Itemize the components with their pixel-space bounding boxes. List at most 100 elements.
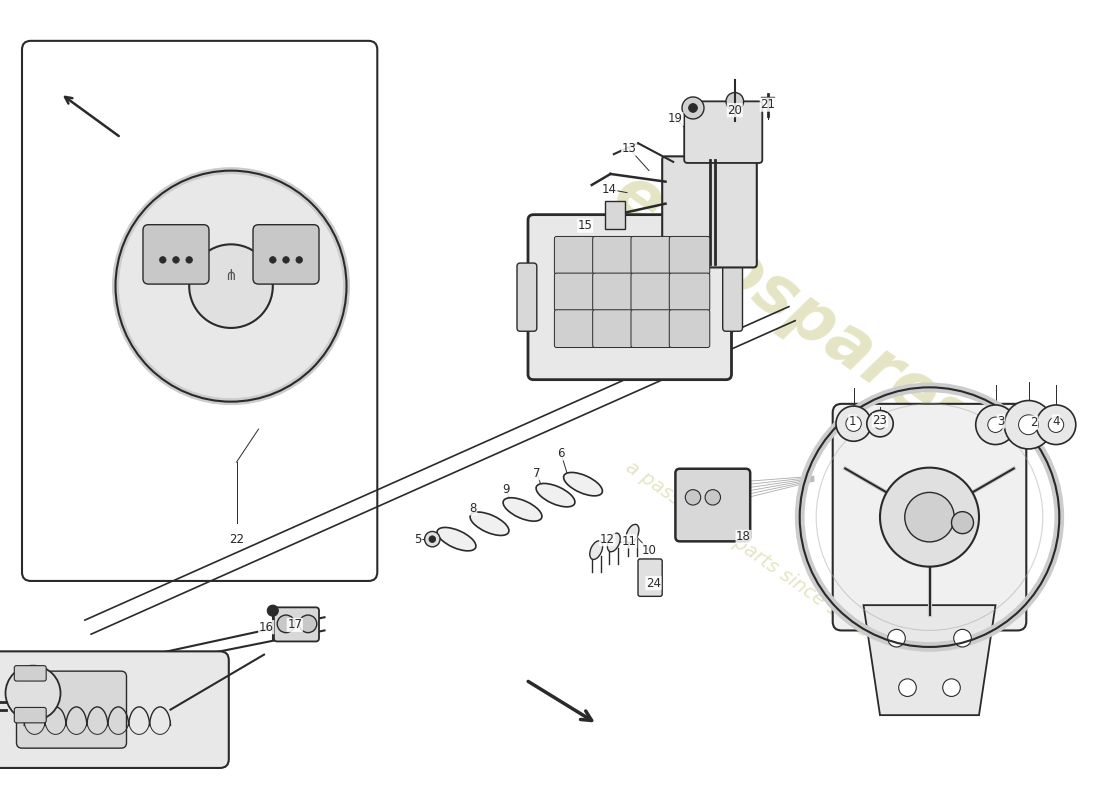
FancyBboxPatch shape — [554, 273, 595, 311]
Text: 1: 1 — [849, 415, 856, 428]
FancyBboxPatch shape — [0, 651, 229, 768]
Circle shape — [277, 615, 295, 633]
FancyBboxPatch shape — [22, 41, 377, 581]
Circle shape — [189, 244, 273, 328]
Bar — [605, 202, 625, 229]
Circle shape — [899, 679, 916, 697]
FancyBboxPatch shape — [631, 273, 671, 311]
Text: 2: 2 — [1031, 416, 1037, 429]
Circle shape — [888, 630, 905, 647]
Circle shape — [270, 257, 276, 263]
Circle shape — [836, 406, 871, 442]
Text: 11: 11 — [621, 535, 637, 548]
Circle shape — [1004, 401, 1053, 449]
Text: 16: 16 — [258, 621, 274, 634]
FancyBboxPatch shape — [675, 469, 750, 542]
Text: 5: 5 — [415, 533, 421, 546]
Circle shape — [846, 416, 861, 431]
FancyBboxPatch shape — [593, 273, 634, 311]
FancyBboxPatch shape — [593, 310, 634, 347]
Text: 20: 20 — [727, 104, 742, 117]
FancyBboxPatch shape — [554, 310, 595, 347]
Circle shape — [682, 97, 704, 119]
Circle shape — [283, 257, 289, 263]
Circle shape — [116, 170, 346, 402]
Circle shape — [186, 257, 192, 263]
Ellipse shape — [607, 533, 620, 552]
Circle shape — [880, 468, 979, 566]
Circle shape — [726, 93, 744, 110]
Text: 6: 6 — [558, 447, 564, 460]
Text: 12: 12 — [600, 533, 615, 546]
Text: 22: 22 — [229, 533, 244, 546]
Ellipse shape — [437, 527, 476, 551]
Circle shape — [1019, 415, 1038, 434]
Circle shape — [874, 418, 886, 429]
Circle shape — [988, 417, 1003, 433]
Text: ⋔: ⋔ — [224, 268, 238, 282]
FancyBboxPatch shape — [14, 707, 46, 723]
Circle shape — [160, 257, 166, 263]
FancyBboxPatch shape — [274, 607, 319, 642]
Text: 14: 14 — [602, 183, 617, 196]
Text: 7: 7 — [534, 466, 540, 480]
Ellipse shape — [626, 524, 639, 543]
Text: 22: 22 — [229, 533, 244, 546]
FancyBboxPatch shape — [528, 214, 732, 380]
Circle shape — [685, 490, 701, 505]
Circle shape — [689, 103, 697, 112]
Circle shape — [267, 605, 278, 616]
FancyBboxPatch shape — [638, 559, 662, 596]
Ellipse shape — [470, 512, 509, 535]
Ellipse shape — [563, 473, 603, 496]
Text: 18: 18 — [736, 530, 751, 543]
FancyBboxPatch shape — [669, 237, 710, 274]
Circle shape — [429, 536, 436, 542]
Text: 13: 13 — [621, 142, 637, 155]
Text: 8: 8 — [470, 502, 476, 515]
FancyBboxPatch shape — [833, 404, 1026, 630]
Text: 24: 24 — [646, 577, 661, 590]
FancyBboxPatch shape — [593, 237, 634, 274]
Text: 4: 4 — [1053, 415, 1059, 428]
Ellipse shape — [503, 498, 542, 521]
FancyBboxPatch shape — [14, 666, 46, 681]
FancyBboxPatch shape — [517, 263, 537, 331]
Circle shape — [1048, 417, 1064, 433]
Text: 23: 23 — [872, 414, 888, 427]
Text: 17: 17 — [287, 618, 303, 631]
Text: 21: 21 — [760, 98, 775, 111]
Circle shape — [296, 257, 303, 263]
Circle shape — [976, 405, 1015, 445]
Ellipse shape — [590, 541, 603, 559]
Circle shape — [6, 666, 60, 721]
Circle shape — [299, 615, 317, 633]
Text: a passion for parts since 1985: a passion for parts since 1985 — [621, 458, 874, 642]
Text: 15: 15 — [578, 219, 593, 232]
Circle shape — [904, 493, 955, 542]
Text: 10: 10 — [641, 544, 657, 557]
Circle shape — [954, 630, 971, 647]
Circle shape — [705, 490, 720, 505]
FancyBboxPatch shape — [631, 310, 671, 347]
Polygon shape — [864, 605, 996, 715]
FancyBboxPatch shape — [631, 237, 671, 274]
Text: 9: 9 — [503, 483, 509, 496]
Circle shape — [173, 257, 179, 263]
Text: 3: 3 — [998, 415, 1004, 428]
Circle shape — [952, 512, 974, 534]
FancyBboxPatch shape — [143, 225, 209, 284]
FancyBboxPatch shape — [253, 225, 319, 284]
Circle shape — [1036, 405, 1076, 445]
FancyBboxPatch shape — [723, 263, 743, 331]
FancyBboxPatch shape — [554, 237, 595, 274]
FancyBboxPatch shape — [669, 273, 710, 311]
Circle shape — [425, 531, 440, 547]
Text: 19: 19 — [668, 113, 683, 126]
FancyBboxPatch shape — [669, 310, 710, 347]
Circle shape — [943, 679, 960, 697]
Ellipse shape — [536, 483, 575, 507]
FancyBboxPatch shape — [16, 671, 126, 748]
FancyBboxPatch shape — [662, 156, 757, 267]
Circle shape — [867, 410, 893, 437]
